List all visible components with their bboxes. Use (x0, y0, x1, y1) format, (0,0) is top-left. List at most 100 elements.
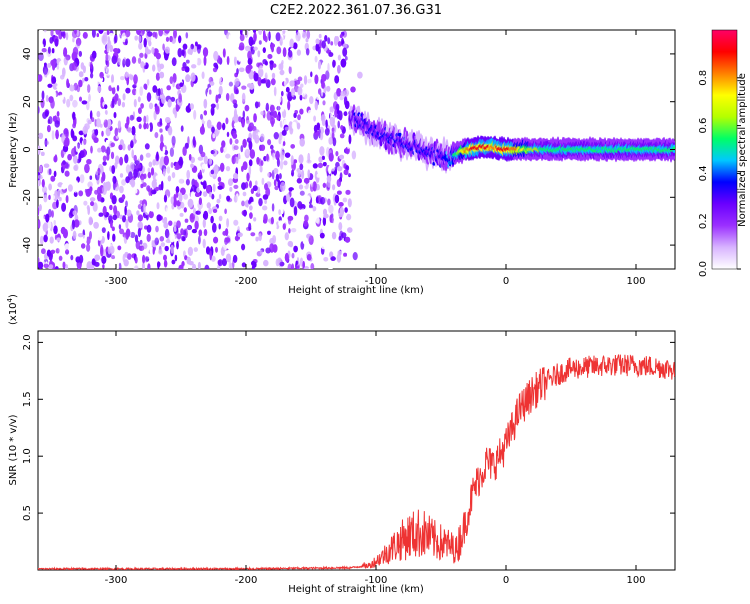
y-tick-label: 20 (22, 95, 33, 108)
heatmap-cell (282, 141, 286, 146)
heatmap-cell (342, 43, 348, 48)
heatmap-cell (235, 89, 239, 95)
heatmap-cell (293, 206, 298, 216)
heatmap-cell (322, 162, 327, 167)
heatmap-cell (126, 209, 132, 217)
heatmap-cell (212, 208, 218, 213)
heatmap-cell (343, 89, 349, 97)
heatmap-cell (192, 263, 197, 269)
heatmap-cell (134, 234, 139, 243)
heatmap-cell (148, 161, 153, 168)
heatmap-cell (146, 92, 152, 102)
heatmap-cell (239, 33, 245, 42)
heatmap-cell (159, 71, 165, 79)
heatmap-cell (215, 94, 219, 104)
heatmap-cell (221, 106, 226, 115)
heatmap-cell (270, 104, 275, 113)
heatmap-cell (190, 191, 195, 200)
heatmap-cell (284, 252, 289, 262)
heatmap-cell (111, 165, 116, 174)
heatmap-cell (125, 218, 129, 229)
heatmap-cell (140, 103, 144, 109)
heatmap-cell (118, 144, 123, 151)
heatmap-cell (275, 32, 281, 42)
heatmap-cell (149, 202, 154, 212)
heatmap-cell (265, 102, 269, 112)
heatmap-cell (122, 58, 126, 68)
heatmap-cell (176, 257, 179, 267)
heatmap-cell (242, 191, 247, 197)
heatmap-cell (202, 180, 207, 190)
heatmap-cell (116, 85, 120, 92)
heatmap-cell (258, 67, 264, 78)
heatmap-cell (55, 248, 60, 254)
heatmap-cell (111, 55, 118, 65)
heatmap-cell (254, 101, 259, 109)
heatmap-cell (296, 249, 300, 258)
heatmap-cell (129, 114, 134, 121)
heatmap-cell (321, 40, 326, 49)
heatmap-cell (133, 154, 137, 162)
heatmap-cell (282, 47, 287, 58)
heatmap-cell (328, 137, 333, 145)
heatmap-cell (263, 213, 268, 224)
heatmap-cell (303, 89, 308, 95)
heatmap-cell (221, 258, 227, 267)
heatmap-cell (218, 85, 223, 96)
y-tick-label: 1.5 (22, 391, 33, 407)
heatmap-cell (46, 154, 52, 160)
heatmap-cell (69, 191, 73, 196)
heatmap-cell (42, 186, 48, 194)
heatmap-cell (180, 125, 184, 132)
heatmap-cell (159, 81, 162, 87)
heatmap-cell (289, 197, 295, 208)
heatmap-cell (65, 249, 70, 255)
heatmap-cell (340, 125, 344, 131)
heatmap-cell (213, 236, 219, 244)
heatmap-cell (300, 208, 306, 217)
heatmap-cell (284, 232, 289, 241)
heatmap-cell (336, 253, 342, 263)
heatmap-cell (260, 111, 265, 116)
heatmap-cell (178, 192, 183, 203)
heatmap-cell (318, 33, 322, 39)
heatmap-cell (38, 74, 43, 82)
heatmap-cell (139, 86, 143, 96)
heatmap-cell (228, 81, 233, 87)
heatmap-cell (151, 179, 157, 189)
heatmap-cell (91, 50, 97, 59)
heatmap-cell (398, 132, 402, 137)
heatmap-cell (164, 228, 170, 239)
heatmap-cell (142, 62, 146, 73)
heatmap-cell (271, 31, 274, 37)
heatmap-cell (300, 83, 304, 88)
heatmap-cell (328, 204, 334, 214)
heatmap-cell (336, 179, 342, 187)
heatmap-cell (194, 89, 199, 97)
x-tick-label: -300 (105, 276, 128, 287)
heatmap-cell (230, 130, 237, 136)
heatmap-cell (279, 36, 283, 46)
heatmap-cell (292, 42, 298, 50)
heatmap-cell (163, 217, 168, 222)
heatmap-cell (273, 86, 277, 97)
heatmap-cell (111, 226, 115, 232)
heatmap-cell (254, 180, 258, 186)
heatmap-cell (263, 30, 266, 40)
heatmap-cell (341, 232, 347, 239)
heatmap-cell (229, 187, 233, 192)
heatmap-cell (314, 55, 318, 63)
heatmap-cell (75, 180, 79, 190)
heatmap-cell (207, 104, 212, 111)
heatmap-cell (264, 72, 268, 80)
heatmap-cell (173, 125, 179, 135)
heatmap-cell (190, 156, 195, 163)
snr-x-label: Height of straight line (km) (288, 584, 424, 595)
heatmap-cell (233, 113, 239, 124)
snr-series-line (38, 354, 675, 570)
heatmap-cell (287, 100, 291, 111)
heatmap-cell (346, 142, 350, 149)
heatmap-cell (69, 94, 74, 102)
heatmap-cell (160, 134, 164, 144)
